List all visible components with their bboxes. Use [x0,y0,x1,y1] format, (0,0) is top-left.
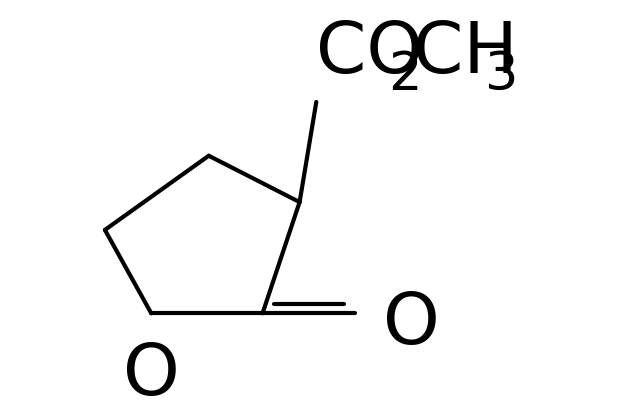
Text: O: O [123,341,180,410]
Text: 2: 2 [388,49,422,101]
Text: 3: 3 [485,49,518,101]
Text: CO: CO [316,19,424,88]
Text: O: O [383,290,440,359]
Text: CH: CH [413,19,518,88]
